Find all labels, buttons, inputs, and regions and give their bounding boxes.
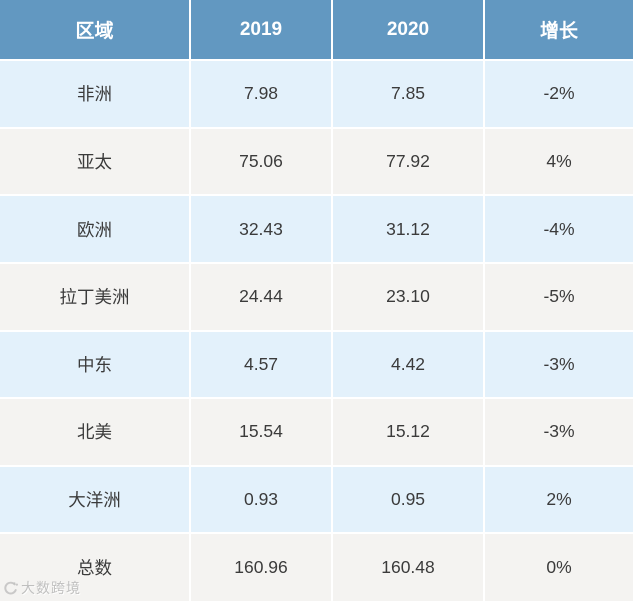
growth-cell: -3%: [484, 329, 633, 399]
region-cell: 总数: [0, 532, 191, 601]
value-2020-cell: 77.92: [332, 126, 485, 196]
table-row: 亚太 75.06 77.92 4%: [0, 126, 633, 196]
value-2020-cell: 4.42: [332, 329, 485, 399]
region-cell: 中东: [0, 329, 191, 399]
growth-cell: 0%: [484, 532, 633, 601]
value-2020-cell: 160.48: [332, 532, 485, 601]
table-row: 欧洲 32.43 31.12 -4%: [0, 194, 633, 263]
table-row: 大洋洲 0.93 0.95 2%: [0, 464, 633, 534]
growth-cell: -4%: [484, 194, 633, 263]
region-cell: 亚太: [0, 126, 191, 196]
region-cell: 拉丁美洲: [0, 261, 191, 331]
value-2020-cell: 7.85: [332, 59, 485, 128]
value-2019-cell: 32.43: [190, 194, 333, 263]
column-header-2020: 2020: [332, 0, 485, 60]
value-2020-cell: 0.95: [332, 464, 485, 534]
value-2019-cell: 7.98: [190, 59, 333, 128]
region-cell: 非洲: [0, 59, 191, 128]
table-row: 非洲 7.98 7.85 -2%: [0, 59, 633, 128]
column-header-2019: 2019: [190, 0, 333, 60]
region-cell: 北美: [0, 397, 191, 466]
table-row: 中东 4.57 4.42 -3%: [0, 329, 633, 399]
growth-cell: 2%: [484, 464, 633, 534]
growth-cell: -5%: [484, 261, 633, 331]
table-body: 非洲 7.98 7.85 -2% 亚太 75.06 77.92 4% 欧洲 32…: [0, 59, 633, 601]
column-header-growth: 增长: [484, 0, 633, 60]
table-row: 北美 15.54 15.12 -3%: [0, 397, 633, 466]
value-2019-cell: 160.96: [190, 532, 333, 601]
value-2019-cell: 0.93: [190, 464, 333, 534]
table-header: 区域 2019 2020 增长: [0, 0, 633, 60]
value-2019-cell: 15.54: [190, 397, 333, 466]
column-header-region: 区域: [0, 0, 191, 60]
value-2020-cell: 31.12: [332, 194, 485, 263]
growth-cell: -2%: [484, 59, 633, 128]
growth-cell: -3%: [484, 397, 633, 466]
value-2020-cell: 15.12: [332, 397, 485, 466]
value-2020-cell: 23.10: [332, 261, 485, 331]
region-cell: 欧洲: [0, 194, 191, 263]
header-row: 区域 2019 2020 增长: [0, 0, 633, 60]
value-2019-cell: 24.44: [190, 261, 333, 331]
growth-cell: 4%: [484, 126, 633, 196]
region-cell: 大洋洲: [0, 464, 191, 534]
value-2019-cell: 4.57: [190, 329, 333, 399]
table-row: 拉丁美洲 24.44 23.10 -5%: [0, 261, 633, 331]
value-2019-cell: 75.06: [190, 126, 333, 196]
table-row: 总数 160.96 160.48 0%: [0, 532, 633, 601]
